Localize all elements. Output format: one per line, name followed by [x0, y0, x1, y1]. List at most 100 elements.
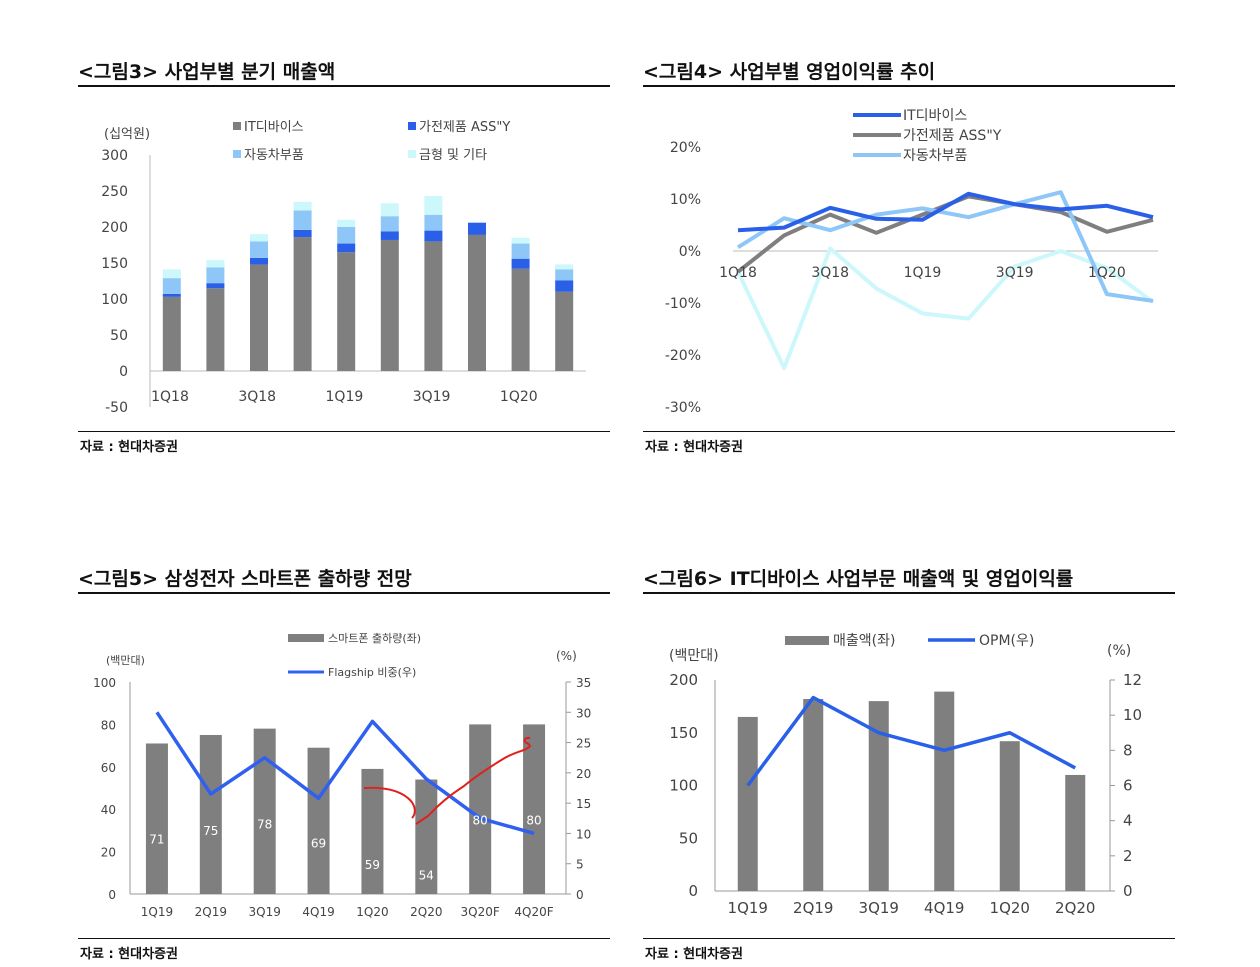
fig5-source-rule: [78, 938, 610, 939]
fig3-bar-3Q18-s0: [250, 264, 268, 371]
fig3-panel: <그림3> 사업부별 분기 매출액 -50 0 50 100 150 200 250 300 (…: [78, 55, 610, 465]
fig5-bar-value-label: 80: [473, 813, 488, 827]
fig6-bar-4Q19: [934, 691, 955, 891]
fig3-bar-1Q19-s3: [337, 219, 356, 227]
fig5-xtick-label: 1Q20: [356, 905, 388, 919]
fig3-bar-1Q19-s0: [337, 252, 356, 371]
fig5-xtick-label: 2Q20: [410, 905, 442, 919]
fig6-ytick-right: 12: [1123, 671, 1142, 689]
fig3-bar-3Q18-s3: [250, 234, 268, 242]
fig3-bar-2Q18-s1: [206, 283, 225, 289]
fig6-ytick-right: 10: [1123, 706, 1142, 724]
fig5-bar-value-label: 71: [149, 832, 164, 846]
fig6-source-rule: [643, 938, 1175, 939]
fig6-opm-line: [746, 695, 1077, 787]
fig6-xtick-label: 4Q19: [924, 899, 964, 917]
fig3-ylabel: (십억원): [104, 127, 150, 142]
fig3-bar-1Q18-s0: [162, 296, 181, 371]
fig3-legend-label-3: 금형 및 기타: [419, 148, 487, 163]
fig4-legend-label-0: IT디바이스: [903, 108, 967, 124]
fig5-ytick-right: 15: [576, 797, 591, 811]
fig6-ytick-right: 6: [1123, 777, 1133, 795]
fig3-bar-4Q19-s0: [468, 234, 486, 371]
fig3-bar-4Q18-s2: [293, 210, 312, 230]
fig5-ytick-left: 40: [101, 803, 116, 817]
fig5-opm-line: [155, 711, 535, 836]
fig5-bar-value-label: 69: [311, 837, 326, 851]
fig4-ytick-label: 10%: [670, 192, 701, 208]
fig6-xtick-label: 2Q19: [793, 899, 833, 917]
fig6-xtick-label: 1Q19: [728, 899, 768, 917]
fig3-ytick-label: 50: [110, 328, 128, 344]
fig3-ytick-label: 0: [119, 364, 128, 380]
fig6-ylabel-left: (백만대): [669, 648, 719, 664]
fig6-xtick-label: 1Q20: [990, 899, 1030, 917]
fig5-legend-label-line: Flagship 비중(우): [328, 666, 416, 679]
fig3-bar-1Q19-s1: [337, 243, 356, 253]
fig3-bar-3Q19-s0: [424, 241, 443, 371]
fig3-bar-1Q18-s1: [162, 293, 181, 297]
fig3-xtick-label: 3Q19: [413, 389, 451, 405]
fig6-ytick-left: 50: [679, 829, 698, 847]
fig4-legend-label-2: 자동차부품: [903, 148, 968, 164]
fig5-source: 자료 : 현대차증권: [80, 947, 178, 962]
fig6-ytick-right: 8: [1123, 741, 1133, 759]
fig6-legend-swatch-bar: [785, 636, 829, 645]
fig3-title: <그림3> 사업부별 분기 매출액: [78, 61, 336, 83]
fig5-xtick-label: 1Q19: [141, 905, 173, 919]
fig4-xtick-label: 3Q18: [811, 265, 849, 281]
fig3-source: 자료 : 현대차증권: [80, 440, 178, 455]
fig5-ytick-right: 35: [576, 676, 591, 690]
fig3-bar-2Q19-s2: [380, 216, 399, 232]
fig5-legend-swatch-bar: [288, 634, 324, 642]
fig6-legend-label-bar: 매출액(좌): [833, 633, 895, 649]
fig5-ytick-left: 20: [101, 846, 116, 860]
fig3-xtick-label: 1Q20: [500, 389, 538, 405]
fig3-bar-3Q19-s2: [424, 214, 443, 231]
fig3-chart: -50 0 50 100 150 200 250 300 (십억원) 1Q18 3Q18 1Q19 3Q…: [101, 120, 586, 416]
fig3-ytick-label: 150: [101, 256, 128, 272]
fig5-bar-value-label: 78: [257, 818, 272, 832]
fig5-xtick-label: 3Q20F: [461, 905, 500, 919]
fig5-bar-1Q20: [361, 768, 384, 894]
fig5-xtick-label: 3Q19: [249, 905, 281, 919]
fig6-ytick-right: 0: [1123, 882, 1133, 900]
fig3-bar-2Q19-s1: [380, 231, 399, 240]
fig4-panel: <그림4> 사업부별 영업이익률 추이 -30% -20% -10% 0% 10% 20%…: [643, 55, 1175, 465]
fig5-bar-4Q20F: [523, 724, 546, 894]
fig6-xtick-label: 2Q20: [1055, 899, 1095, 917]
fig3-legend-swatch-0: [233, 122, 241, 130]
fig5-bar-value-label: 59: [365, 858, 380, 872]
fig3-bar-2Q18-s3: [206, 260, 225, 268]
fig3-ytick-label: 100: [101, 292, 128, 308]
fig3-legend-swatch-3: [408, 150, 416, 158]
fig5-bar-2Q19: [199, 735, 222, 894]
fig3-title-rule: [78, 85, 610, 87]
fig3-bar-1Q18-s3: [162, 269, 181, 279]
fig5-xtick-label: 4Q19: [302, 905, 334, 919]
fig3-bar-1Q18-s2: [162, 278, 181, 294]
fig3-legend-label-0: IT디바이스: [244, 120, 304, 135]
fig6-title: <그림6> IT디바이스 사업부문 매출액 및 영업이익률: [643, 568, 1074, 590]
fig4-ytick-label: -20%: [665, 348, 701, 364]
fig3-legend-label-1: 가전제품 ASS"Y: [419, 120, 510, 135]
fig4-series-line-0: [737, 191, 1154, 233]
fig5-chart: 0 20 40 60 80 100 0 5 10 15 20 25 30 35 1Q19 2Q19 3Q19 4Q…: [93, 631, 591, 919]
fig3-bar-4Q19-s1: [468, 222, 486, 235]
fig4-series-line-2: [736, 190, 1154, 303]
fig5-ytick-right: 20: [576, 767, 591, 781]
fig3-legend-swatch-2: [233, 150, 241, 158]
fig3-source-rule: [78, 431, 610, 432]
fig6-bar-2Q20: [1065, 774, 1086, 891]
fig5-panel: <그림5> 삼성전자 스마트폰 출하량 전망 0 20 40 60 80 100 0 5 10 1…: [78, 562, 610, 967]
fig3-bar-3Q19-s3: [424, 196, 443, 215]
fig3-bar-4Q18-s0: [293, 237, 312, 371]
fig3-ytick-label: 300: [101, 148, 128, 164]
fig6-ylabel-right: (%): [1107, 643, 1131, 659]
fig3-xtick-label: 1Q19: [326, 389, 364, 405]
fig5-bar-2Q20: [415, 779, 438, 894]
fig4-chart: -30% -20% -10% 0% 10% 20% 1Q18 3Q18 1Q19 3Q19 1Q20…: [665, 108, 1158, 416]
fig6-bar-2Q19: [803, 698, 824, 891]
fig5-ytick-right: 25: [576, 737, 591, 751]
fig6-ytick-left: 100: [669, 777, 698, 795]
